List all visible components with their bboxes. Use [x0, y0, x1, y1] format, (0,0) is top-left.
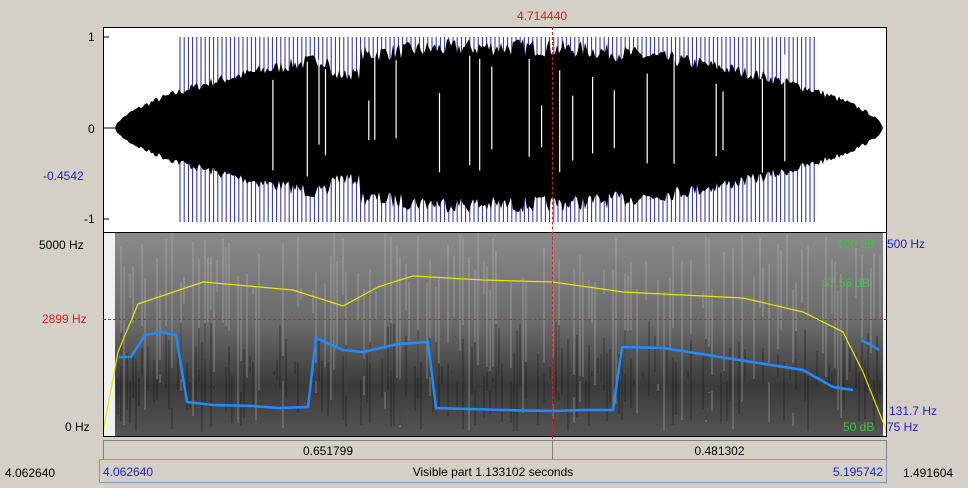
intensity-bottom-label: 50 dB	[843, 420, 875, 434]
outer-end-time: 1.491604	[903, 466, 954, 480]
spectrogram-right-edge	[883, 232, 887, 437]
visible-part-bar[interactable]: 4.062640 Visible part 1.133102 seconds 5…	[99, 459, 887, 483]
pitch-curve	[119, 330, 854, 413]
segment-right-duration: 0.481302	[694, 444, 745, 458]
intensity-top-label: 100 dB	[837, 237, 876, 251]
cursor-line	[552, 27, 553, 469]
waveform-max-label: 1	[88, 30, 95, 44]
waveform-gaps	[272, 54, 786, 177]
pitch-cursor-label: 131.7 Hz	[889, 404, 938, 418]
spectrogram-left-edge	[103, 232, 115, 437]
segment-left-duration: 0.651799	[302, 444, 354, 458]
pitch-top-label: 500 Hz	[887, 237, 926, 251]
visible-start-time: 4.062640	[103, 465, 154, 479]
waveform-panel[interactable]	[103, 27, 887, 232]
waveform-zero-label: 0	[88, 122, 95, 136]
intensity-cursor-label: 67.55 dB	[822, 276, 871, 290]
segment-left-bar[interactable]: 0.651799	[103, 440, 553, 460]
waveform-svg	[103, 36, 883, 222]
spectrogram-dark-striations	[117, 322, 881, 432]
visible-end-time: 5.195742	[832, 465, 883, 479]
spectrogram-panel[interactable]	[103, 232, 887, 437]
cursor-time-label: 4.714440	[517, 9, 568, 23]
waveform-min-label: -1	[84, 212, 95, 226]
spectrogram-svg	[103, 232, 887, 437]
spectrogram-light-striations	[120, 232, 881, 431]
outer-start-time: 4.062640	[5, 466, 56, 480]
freq-bottom-label: 0 Hz	[65, 420, 90, 434]
segment-right-bar[interactable]: 0.481302	[552, 440, 887, 460]
freq-cursor-label: 2899 Hz	[42, 312, 87, 326]
freq-top-label: 5000 Hz	[39, 238, 84, 252]
visible-part-text: Visible part 1.133102 seconds	[412, 465, 574, 479]
panel-divider	[103, 232, 887, 233]
frequency-cursor-line	[103, 319, 887, 320]
waveform-cursor-value: -0.4542	[43, 169, 84, 183]
pitch-curve-tail	[860, 338, 880, 352]
pitch-bottom-label: 75 Hz	[887, 420, 919, 434]
spectrogram-bg	[103, 232, 887, 437]
intensity-curve	[103, 275, 887, 433]
